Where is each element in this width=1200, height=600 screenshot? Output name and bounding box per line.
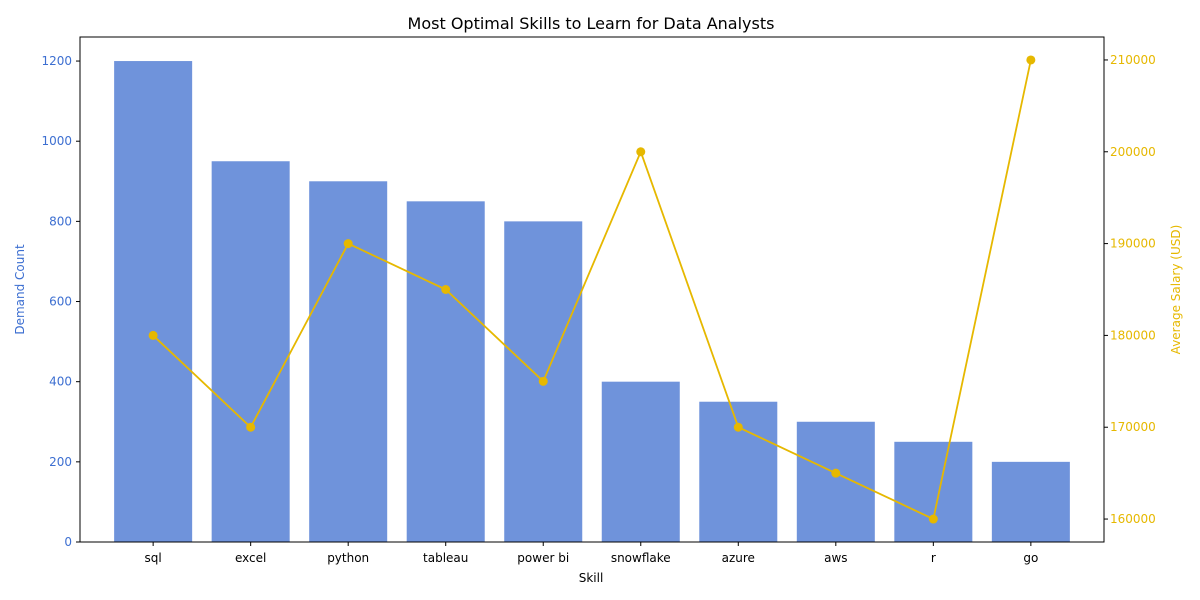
salary-point-tableau bbox=[441, 285, 451, 294]
salary-point-snowflake bbox=[636, 147, 646, 157]
x-tick-label: tableau bbox=[423, 551, 468, 565]
y-left-tick-label: 0 bbox=[64, 535, 72, 549]
x-tick-label: go bbox=[1023, 551, 1038, 565]
y-left-tick-label: 800 bbox=[49, 214, 72, 228]
y-right-tick-label: 190000 bbox=[1110, 237, 1156, 251]
x-tick-label: sql bbox=[145, 551, 162, 565]
x-tick-label: snowflake bbox=[611, 551, 671, 565]
salary-point-excel bbox=[246, 422, 256, 432]
y-axis-left: 0 200 400 600 800 1000 1200 bbox=[41, 54, 80, 549]
salary-point-power-bi bbox=[538, 376, 548, 386]
bar-excel bbox=[211, 161, 290, 542]
x-tick-label: power bi bbox=[517, 551, 569, 565]
x-tick-label: python bbox=[327, 551, 369, 565]
x-tick-label: aws bbox=[824, 551, 847, 565]
chart-title: Most Optimal Skills to Learn for Data An… bbox=[408, 14, 775, 33]
salary-point-sql bbox=[148, 330, 158, 340]
bar-r bbox=[894, 441, 973, 542]
y-right-tick-label: 160000 bbox=[1110, 512, 1156, 526]
salary-line bbox=[152, 59, 1032, 521]
x-tick-label: r bbox=[931, 551, 936, 565]
bar-aws bbox=[796, 421, 875, 542]
x-axis-label: Skill bbox=[579, 571, 604, 585]
bar-python bbox=[309, 181, 388, 543]
y-axis-right: 160000 170000 180000 190000 200000 210000 bbox=[1104, 53, 1156, 526]
y-left-tick-label: 400 bbox=[49, 375, 72, 389]
bar-tableau bbox=[406, 201, 485, 543]
y-left-tick-label: 1000 bbox=[41, 134, 72, 148]
salary-point-aws bbox=[831, 468, 841, 478]
y-right-tick-label: 180000 bbox=[1110, 328, 1156, 342]
salary-line-series bbox=[148, 55, 1036, 524]
x-axis: sql excel python tableau power bi snowflake az… bbox=[145, 542, 1038, 565]
bar-series bbox=[114, 61, 1070, 543]
bar-snowflake bbox=[601, 381, 680, 542]
y-right-tick-label: 170000 bbox=[1110, 420, 1156, 434]
y-axis-left-label: Demand Count bbox=[13, 244, 27, 335]
bar-sql bbox=[114, 61, 193, 543]
bar-go bbox=[991, 461, 1070, 542]
plot-frame bbox=[79, 36, 1105, 543]
salary-point-r bbox=[928, 514, 938, 524]
salary-point-azure bbox=[733, 422, 743, 432]
y-left-tick-label: 200 bbox=[49, 455, 72, 469]
x-tick-label: excel bbox=[235, 551, 266, 565]
salary-point-python bbox=[343, 239, 353, 249]
x-tick-label: azure bbox=[722, 551, 755, 565]
y-left-tick-label: 600 bbox=[49, 295, 72, 309]
y-right-tick-label: 200000 bbox=[1110, 145, 1156, 159]
y-axis-right-label: Average Salary (USD) bbox=[1169, 225, 1183, 355]
salary-point-go bbox=[1026, 55, 1036, 65]
y-right-tick-label: 210000 bbox=[1110, 53, 1156, 67]
y-left-tick-label: 1200 bbox=[41, 54, 72, 68]
